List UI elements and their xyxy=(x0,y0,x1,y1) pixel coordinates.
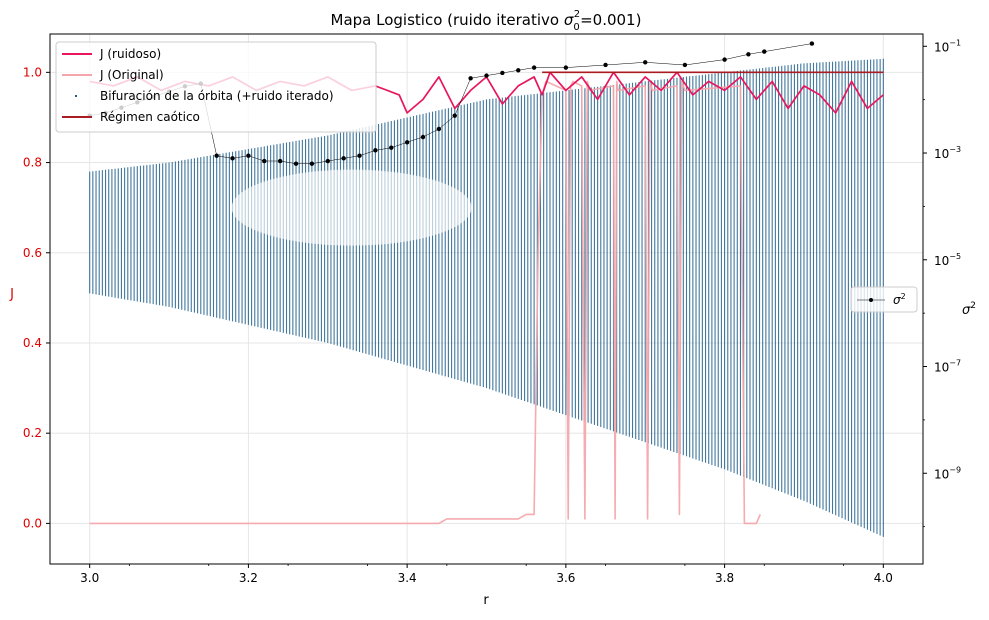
sigma2-point xyxy=(563,65,569,70)
sigma2-point xyxy=(230,156,235,161)
sigma2-point xyxy=(214,153,219,158)
sigma2-point xyxy=(809,41,815,46)
x-tick-label: 3.4 xyxy=(398,571,417,585)
right-y-tick-label: 10−7 xyxy=(934,359,961,375)
sigma2-point xyxy=(746,52,751,57)
sigma2-point xyxy=(262,158,267,164)
sigma2-point xyxy=(373,148,378,153)
right-y-tick-label: 10−5 xyxy=(934,252,961,268)
left-y-tick-label: 0.8 xyxy=(23,156,42,170)
right-y-tick-label: 10−3 xyxy=(934,145,961,161)
legend-marker xyxy=(75,95,77,97)
sigma2-point xyxy=(436,126,442,132)
sigma2-point xyxy=(603,62,608,68)
right-y-tick-label: 10−1 xyxy=(934,38,961,54)
sigma2-point xyxy=(420,134,426,140)
x-tick-label: 3.2 xyxy=(239,571,258,585)
left-y-tick-label: 0.0 xyxy=(23,516,42,530)
sigma2-point xyxy=(516,68,521,73)
sigma-legend: σ2 xyxy=(850,286,918,313)
x-tick-label: 3.8 xyxy=(715,571,734,585)
x-tick-label: 4.0 xyxy=(874,571,893,585)
x-axis-label: r xyxy=(483,593,489,608)
x-tick-label: 3.0 xyxy=(80,571,99,585)
sigma2-point xyxy=(643,60,648,65)
chart-title: Mapa Logistico (ruido iterativo σ02=0.00… xyxy=(331,9,642,33)
left-y-axis-label: J xyxy=(9,287,14,302)
left-y-tick-label: 0.2 xyxy=(23,426,42,440)
sigma2-point xyxy=(762,49,767,54)
sigma2-point xyxy=(468,76,473,81)
sigma2-point xyxy=(325,158,330,164)
legend-label: J (Original) xyxy=(99,68,164,82)
sigma2-point xyxy=(277,158,283,164)
sigma2-point xyxy=(452,113,457,118)
sigma2-point xyxy=(246,153,251,158)
sigma2-point xyxy=(531,65,537,70)
right-y-tick-label: 10−9 xyxy=(934,465,961,481)
sigma2-point xyxy=(484,73,489,78)
x-tick-label: 3.6 xyxy=(556,571,575,585)
sigma-legend-marker xyxy=(869,298,873,302)
sigma2-point xyxy=(309,161,315,166)
sigma2-point xyxy=(341,156,346,161)
sigma2-point xyxy=(500,70,505,76)
plot-frame xyxy=(49,33,924,565)
left-y-tick-label: 0.4 xyxy=(23,336,42,350)
bifurcation-void xyxy=(231,169,472,246)
sigma2-point xyxy=(293,161,299,166)
sigma-legend-label: σ2 xyxy=(893,292,906,307)
legend-label: J (ruidoso) xyxy=(99,47,161,61)
right-y-axis-label: σ2 xyxy=(962,301,976,318)
sigma2-point xyxy=(357,153,362,158)
left-y-tick-label: 1.0 xyxy=(23,65,42,79)
left-y-tick-label: 0.6 xyxy=(23,246,42,260)
main-legend: J (ruidoso) J (Original) Bifuración de la … xyxy=(55,41,377,133)
sigma2-point xyxy=(722,57,727,62)
sigma2-point xyxy=(404,140,410,145)
series-line-j-original xyxy=(89,80,762,525)
sigma2-point xyxy=(389,145,394,150)
legend-label: Bifuración de la órbita (+ruido iterado) xyxy=(100,89,334,103)
legend-label: Régimen caótico xyxy=(100,110,200,124)
sigma2-point xyxy=(682,62,688,68)
